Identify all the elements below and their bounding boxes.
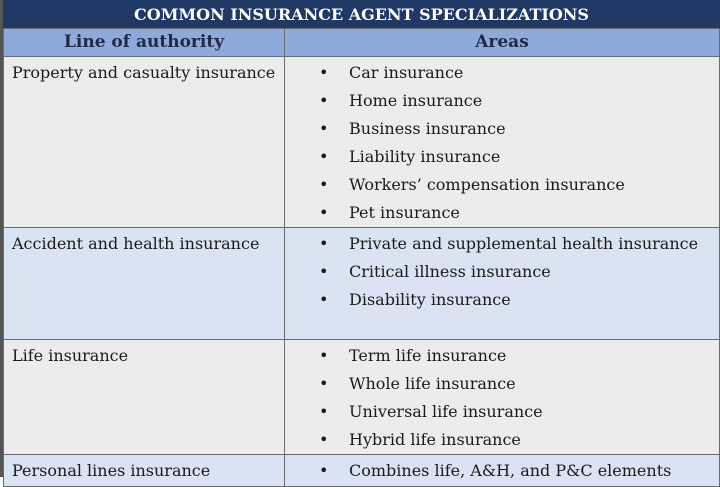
area-item: Liability insurance <box>319 143 719 171</box>
area-item: Combines life, A&H, and P&C elements <box>319 457 719 485</box>
area-item: Workers’ compensation insurance <box>319 171 719 199</box>
area-item: Hybrid life insurance <box>319 426 719 454</box>
specializations-table-figure: COMMON INSURANCE AGENT SPECIALIZATIONS L… <box>0 0 720 477</box>
line-of-authority: Accident and health insurance <box>12 234 260 253</box>
areas-list: Private and supplemental health insuranc… <box>285 228 719 314</box>
area-item: Pet insurance <box>319 199 719 227</box>
areas-cell: Term life insuranceWhole life insuranceU… <box>284 339 720 455</box>
areas-list: Car insuranceHome insuranceBusiness insu… <box>285 57 719 227</box>
specializations-table: Line of authority Areas Property and cas… <box>3 28 720 487</box>
areas-cell: Combines life, A&H, and P&C elements <box>284 454 720 487</box>
table-row: Personal lines insurance Combines life, A… <box>3 454 720 487</box>
line-of-authority: Personal lines insurance <box>12 461 211 480</box>
header-line-of-authority: Line of authority <box>3 28 285 57</box>
line-of-authority-cell: Accident and health insurance <box>3 227 285 340</box>
line-of-authority-cell: Property and casualty insurance <box>3 56 285 228</box>
area-item: Critical illness insurance <box>319 258 719 286</box>
line-of-authority: Property and casualty insurance <box>12 63 276 82</box>
areas-cell: Private and supplemental health insuranc… <box>284 227 720 340</box>
table-row: Accident and health insurance Private and… <box>3 227 720 340</box>
table-title: COMMON INSURANCE AGENT SPECIALIZATIONS <box>3 0 720 28</box>
areas-cell: Car insuranceHome insuranceBusiness insu… <box>284 56 720 228</box>
area-item: Whole life insurance <box>319 370 719 398</box>
header-areas: Areas <box>284 28 720 57</box>
area-item: Universal life insurance <box>319 398 719 426</box>
area-item: Term life insurance <box>319 342 719 370</box>
areas-list: Combines life, A&H, and P&C elements <box>285 455 719 485</box>
area-item: Private and supplemental health insuranc… <box>319 230 719 258</box>
area-item: Home insurance <box>319 87 719 115</box>
area-item: Car insurance <box>319 59 719 87</box>
line-of-authority-cell: Life insurance <box>3 339 285 455</box>
header-row: Line of authority Areas <box>3 28 720 57</box>
table-row: Life insurance Term life insuranceWhole l… <box>3 339 720 455</box>
areas-list: Term life insuranceWhole life insuranceU… <box>285 340 719 454</box>
area-item: Business insurance <box>319 115 719 143</box>
area-item: Disability insurance <box>319 286 719 314</box>
table-row: Property and casualty insurance Car insur… <box>3 56 720 228</box>
line-of-authority-cell: Personal lines insurance <box>3 454 285 487</box>
line-of-authority: Life insurance <box>12 346 129 365</box>
